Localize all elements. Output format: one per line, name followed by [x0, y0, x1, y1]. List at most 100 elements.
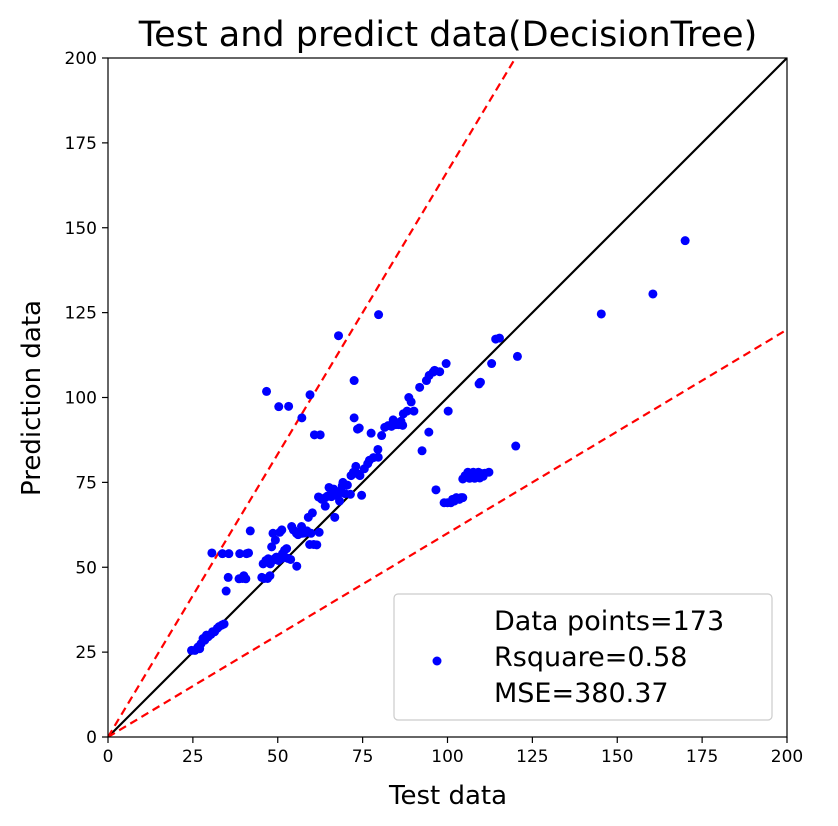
data-point — [398, 420, 408, 430]
data-point — [487, 359, 497, 369]
data-point — [292, 561, 302, 571]
y-tick-label: 125 — [65, 304, 97, 324]
data-point — [398, 409, 408, 419]
x-tick-label: 125 — [516, 747, 548, 767]
y-tick-label: 75 — [75, 473, 97, 493]
data-point — [320, 501, 330, 511]
data-point — [435, 367, 445, 377]
data-point — [265, 571, 275, 581]
data-point — [239, 571, 249, 581]
data-point — [235, 549, 245, 559]
y-axis-ticks: 0 25 50 75 100 125 150 175 200 — [65, 49, 108, 748]
data-point — [277, 525, 287, 535]
data-point — [334, 331, 344, 341]
data-point — [512, 351, 522, 361]
data-point — [284, 401, 294, 411]
data-point — [417, 446, 427, 456]
data-point — [282, 544, 292, 554]
data-point — [306, 528, 316, 538]
data-point — [330, 512, 340, 522]
lower-bound-line — [108, 328, 787, 737]
data-point — [314, 527, 324, 537]
y-axis-label: Prediction data — [17, 300, 47, 496]
data-point — [262, 386, 272, 396]
x-axis-label: Test data — [388, 781, 507, 811]
y-tick-label: 50 — [75, 558, 97, 578]
y-tick-label: 175 — [65, 134, 97, 154]
data-point — [297, 413, 307, 423]
data-point — [223, 572, 233, 582]
data-point — [326, 492, 336, 502]
data-point — [351, 461, 361, 471]
data-point — [373, 452, 383, 462]
data-point — [431, 485, 441, 495]
data-point — [219, 619, 229, 629]
legend-frame — [393, 593, 773, 721]
y-tick-label: 100 — [65, 389, 97, 409]
data-point — [349, 413, 359, 423]
legend-marker — [432, 656, 442, 666]
data-point — [312, 540, 322, 550]
data-point — [406, 397, 416, 407]
chart-title: Test and predict data(DecisionTree) — [138, 15, 758, 55]
data-point — [244, 548, 254, 558]
data-point — [345, 489, 355, 499]
data-point — [335, 496, 345, 506]
data-point — [342, 480, 352, 490]
data-point — [484, 467, 494, 477]
x-tick-label: 0 — [103, 747, 114, 767]
y-tick-label: 25 — [75, 643, 97, 663]
legend: Data points=173 Rsquare=0.58 MSE=380.37 — [393, 593, 773, 721]
data-point — [680, 236, 690, 246]
data-point — [268, 528, 278, 538]
data-point — [315, 430, 325, 440]
data-point — [377, 431, 387, 441]
y-tick-label: 0 — [86, 728, 97, 748]
data-point — [224, 549, 234, 559]
data-point — [424, 427, 434, 437]
data-point — [316, 494, 326, 504]
x-tick-label: 50 — [267, 747, 289, 767]
data-point — [329, 484, 339, 494]
x-tick-label: 25 — [182, 747, 204, 767]
y-tick-label: 150 — [65, 219, 97, 239]
data-point — [458, 493, 468, 503]
data-point — [475, 377, 485, 387]
data-point — [307, 508, 317, 518]
data-point — [415, 382, 425, 392]
x-tick-label: 200 — [771, 747, 803, 767]
data-point — [270, 535, 280, 545]
data-point — [494, 333, 504, 343]
x-tick-label: 75 — [352, 747, 374, 767]
data-point — [373, 444, 383, 454]
data-point — [245, 526, 255, 536]
data-point — [217, 549, 227, 559]
data-point — [349, 376, 359, 386]
data-point — [596, 309, 606, 319]
data-point — [511, 441, 521, 451]
x-axis-ticks: 0 25 50 75 100 125 150 175 200 — [103, 737, 803, 767]
data-point — [409, 406, 419, 416]
data-point — [355, 471, 365, 481]
data-point — [374, 310, 384, 320]
data-point — [221, 586, 231, 596]
data-point — [443, 406, 453, 416]
data-points — [187, 236, 690, 655]
data-point — [207, 548, 217, 558]
data-point — [366, 428, 376, 438]
legend-line-mse: MSE=380.37 — [494, 678, 669, 709]
data-point — [648, 289, 658, 299]
data-point — [441, 359, 451, 369]
data-point — [274, 402, 284, 412]
data-point — [357, 490, 367, 500]
x-tick-label: 100 — [431, 747, 463, 767]
x-tick-label: 150 — [601, 747, 633, 767]
data-point — [267, 542, 277, 552]
legend-line-data-points: Data points=173 — [494, 606, 724, 637]
data-point — [286, 554, 296, 564]
data-point — [305, 390, 315, 400]
y-tick-label: 200 — [65, 49, 97, 69]
data-point — [388, 415, 398, 425]
legend-line-rsquare: Rsquare=0.58 — [494, 642, 687, 673]
